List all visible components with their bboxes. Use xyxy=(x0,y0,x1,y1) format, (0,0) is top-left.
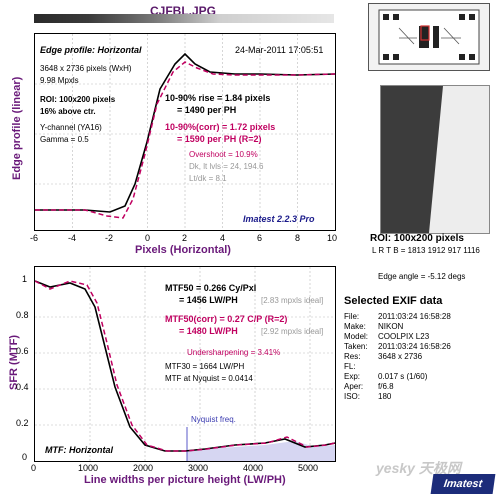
edge-heading: Edge profile: Horizontal xyxy=(40,45,142,55)
mtf-nyquist-text: MTF at Nyquist = 0.0414 xyxy=(165,374,253,383)
edge-xtick: -6 xyxy=(30,233,39,243)
exif-value: 0.017 s (1/60) xyxy=(378,372,428,381)
roi-crop-image xyxy=(380,85,490,234)
mtf-ytick: 0.6 xyxy=(16,346,29,356)
exif-row: Model: COOLPIX L23 xyxy=(344,332,494,342)
nyquist-region xyxy=(187,441,335,461)
mtf-ytick: 0.2 xyxy=(16,418,29,428)
exif-value: 3648 x 2736 xyxy=(378,352,423,361)
ltdk-text: Lt/dk = 8.1 xyxy=(189,174,227,183)
per-ph-text: = 1490 per PH xyxy=(177,105,237,115)
exif-row: File: 2011:03:24 16:58:28 xyxy=(344,312,494,322)
exif-key: Model: xyxy=(344,332,369,341)
edge-xtick: -2 xyxy=(105,233,114,243)
overshoot-text: Overshoot = 10.9% xyxy=(189,150,258,159)
exif-row: Aper: f/6.8 xyxy=(344,382,494,392)
mtf50-corr-lwph-text: = 1480 LW/PH xyxy=(179,326,238,336)
roi-label: ROI: 100x200 pixels xyxy=(370,233,464,244)
nyquist-label: Nyquist freq. xyxy=(191,415,236,424)
roi-line: ROI: 100x200 pixels xyxy=(40,95,116,104)
mtf-xtick: 2000 xyxy=(133,463,154,473)
edge-xtick: 0 xyxy=(145,233,151,243)
mtf-xtick: 5000 xyxy=(298,463,319,473)
edge-ylabel: Edge profile (linear) xyxy=(11,76,23,180)
exif-key: ISO: xyxy=(344,392,361,401)
edge-xlabel: Pixels (Horizontal) xyxy=(135,244,231,256)
exif-list: File: 2011:03:24 16:58:28 Make: NIKON Mode… xyxy=(344,312,494,402)
roi-lrtb: L R T B = 1813 1912 917 1116 xyxy=(372,246,480,255)
exif-value: 2011:03:24 16:58:26 xyxy=(378,342,451,351)
exif-key: FL: xyxy=(344,362,356,371)
edge-xtick: -4 xyxy=(68,233,77,243)
rise-corr-text: 10-90%(corr) = 1.72 pixels xyxy=(165,122,276,132)
exif-row: ISO: 180 xyxy=(344,392,494,402)
mtf-xlabel: Line widths per picture height (LW/PH) xyxy=(84,474,286,486)
mtf50-corr-text: MTF50(corr) = 0.27 C/P (R=2) xyxy=(165,314,288,324)
chart-thumbnail xyxy=(368,3,490,71)
mtf50-text: MTF50 = 0.266 Cy/Pxl xyxy=(165,283,257,293)
edge-profile-plot xyxy=(35,34,335,230)
mtf-curve-black xyxy=(35,280,335,452)
exif-row: Exp: 0.017 s (1/60) xyxy=(344,372,494,382)
exif-row: Res: 3648 x 2736 xyxy=(344,352,494,362)
imatest-logo: Imatest xyxy=(430,474,496,494)
mtf-panel: MTF50 = 0.266 Cy/Pxl = 1456 LW/PH [2.83 … xyxy=(34,266,336,462)
edge-angle: Edge angle = -5.12 degs xyxy=(378,272,466,281)
undersharpening-text: Undersharpening = 3.41% xyxy=(187,348,281,357)
chart-thumbnail-image xyxy=(369,4,489,70)
exif-key: Make: xyxy=(344,322,366,331)
channel: Y-channel (YA16) xyxy=(40,123,102,132)
exif-key: Taken: xyxy=(344,342,368,351)
above-ctr: 16% above ctr. xyxy=(40,107,96,116)
exif-value: f/6.8 xyxy=(378,382,394,391)
version-text: Imatest 2.2.3 Pro xyxy=(243,214,315,224)
ideal-mpxls-1: [2.83 mpxls ideal] xyxy=(261,296,324,305)
exif-row: Make: NIKON xyxy=(344,322,494,332)
mtf30-text: MTF30 = 1664 LW/PH xyxy=(165,362,245,371)
mtf-ytick: 0.4 xyxy=(16,382,29,392)
exif-value: 2011:03:24 16:58:28 xyxy=(378,312,451,321)
edge-curve-red xyxy=(35,61,335,219)
edge-xtick: 2 xyxy=(182,233,188,243)
watermark-logo: yesky 天极网 xyxy=(376,460,461,476)
exif-row: FL: xyxy=(344,362,494,372)
exif-title: Selected EXIF data xyxy=(344,295,443,307)
per-ph-corr-text: = 1590 per PH (R=2) xyxy=(177,134,262,144)
mtf-ytick: 0.8 xyxy=(16,310,29,320)
mtf-xtick: 4000 xyxy=(243,463,264,473)
exif-key: Aper: xyxy=(344,382,364,391)
exif-value: 180 xyxy=(378,392,392,401)
rise-text: 10-90% rise = 1.84 pixels xyxy=(165,93,271,103)
edge-gradient-strip xyxy=(34,14,334,23)
image-dims: 3648 x 2736 pixels (WxH) xyxy=(40,64,132,73)
exif-value: NIKON xyxy=(378,322,404,331)
mtf-plot xyxy=(35,267,335,461)
mtf-heading: MTF: Horizontal xyxy=(45,445,113,455)
edge-date: 24-Mar-2011 17:05:51 xyxy=(235,45,324,55)
mtf-xtick: 3000 xyxy=(188,463,209,473)
mtf-ytick: 1 xyxy=(22,274,28,284)
mtf-xtick: 1000 xyxy=(78,463,99,473)
exif-row: Taken: 2011:03:24 16:58:26 xyxy=(344,342,494,352)
gamma: Gamma = 0.5 xyxy=(40,135,89,144)
exif-key: Res: xyxy=(344,352,361,361)
image-mpxls: 9.98 Mpxls xyxy=(40,76,79,85)
mtf-xtick: 0 xyxy=(31,463,37,473)
edge-curve-black xyxy=(35,52,335,213)
edge-xtick: 4 xyxy=(220,233,226,243)
exif-key: Exp: xyxy=(344,372,361,381)
roi-edge-image xyxy=(381,86,489,233)
edge-profile-panel: Edge profile: Horizontal 24-Mar-2011 17:… xyxy=(34,33,336,231)
edge-xtick: 6 xyxy=(257,233,263,243)
edge-xtick: 10 xyxy=(327,233,338,243)
exif-key: File: xyxy=(344,312,360,321)
dk-levels-text: Dk, lt lvls = 24, 194.6 xyxy=(189,162,264,171)
ideal-mpxls-2: [2.92 mpxls ideal] xyxy=(261,327,324,336)
mtf-ytick: 0 xyxy=(22,452,28,462)
edge-xtick: 8 xyxy=(295,233,301,243)
mtf50-lwph-text: = 1456 LW/PH xyxy=(179,295,238,305)
exif-value: COOLPIX L23 xyxy=(378,332,430,341)
